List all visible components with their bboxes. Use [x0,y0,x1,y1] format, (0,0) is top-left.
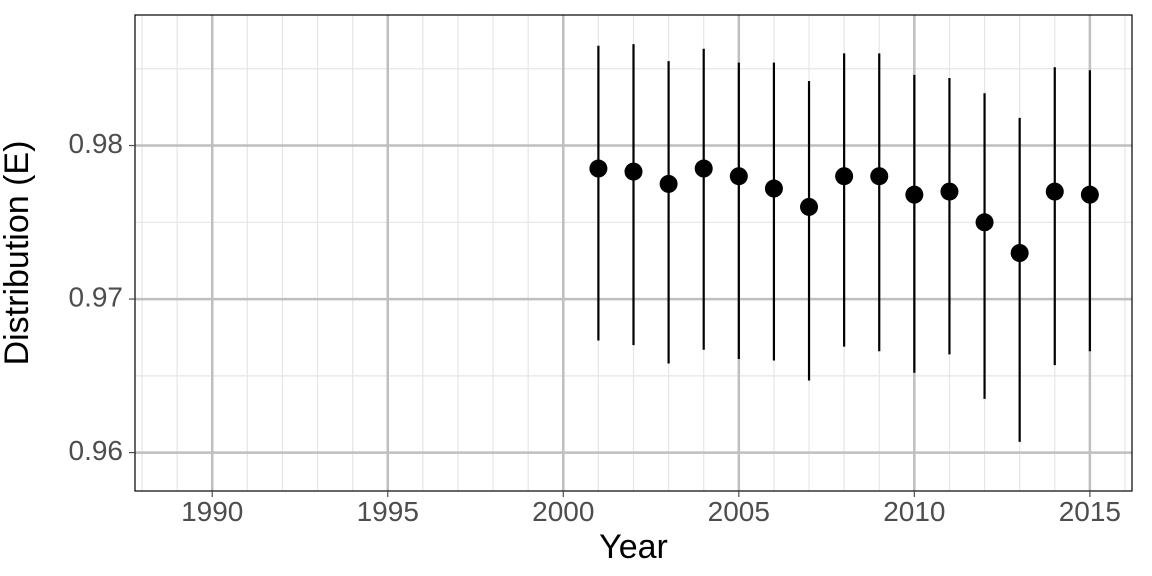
y-tick-label: 0.97 [69,281,124,312]
y-tick-label: 0.96 [69,435,124,466]
data-point [660,175,678,193]
data-point [1046,183,1064,201]
data-point [835,167,853,185]
chart-container: 1990 1995 2000 2005 2010 2015 0.96 0.97 0.98 Year… [0,0,1152,576]
x-axis-title: Year [599,528,668,566]
data-point [940,183,958,201]
data-point [625,163,643,181]
data-point [730,167,748,185]
data-point [800,198,818,216]
data-point [765,180,783,198]
data-point [870,167,888,185]
data-point [1011,244,1029,262]
x-tick-label: 2010 [883,496,945,527]
x-tick-label: 2000 [532,496,594,527]
y-axis-title: Distribution (E) [0,141,36,366]
data-point [976,213,994,231]
x-tick-label: 1990 [181,496,243,527]
x-tick-label: 1995 [357,496,419,527]
data-point [905,186,923,204]
x-tick-label: 2015 [1059,496,1121,527]
data-point [1081,186,1099,204]
y-tick-label: 0.98 [69,128,124,159]
distribution-chart: 1990 1995 2000 2005 2010 2015 0.96 0.97 0.98 Year… [0,0,1152,576]
x-tick-label: 2005 [708,496,770,527]
data-point [695,160,713,178]
data-point [589,160,607,178]
